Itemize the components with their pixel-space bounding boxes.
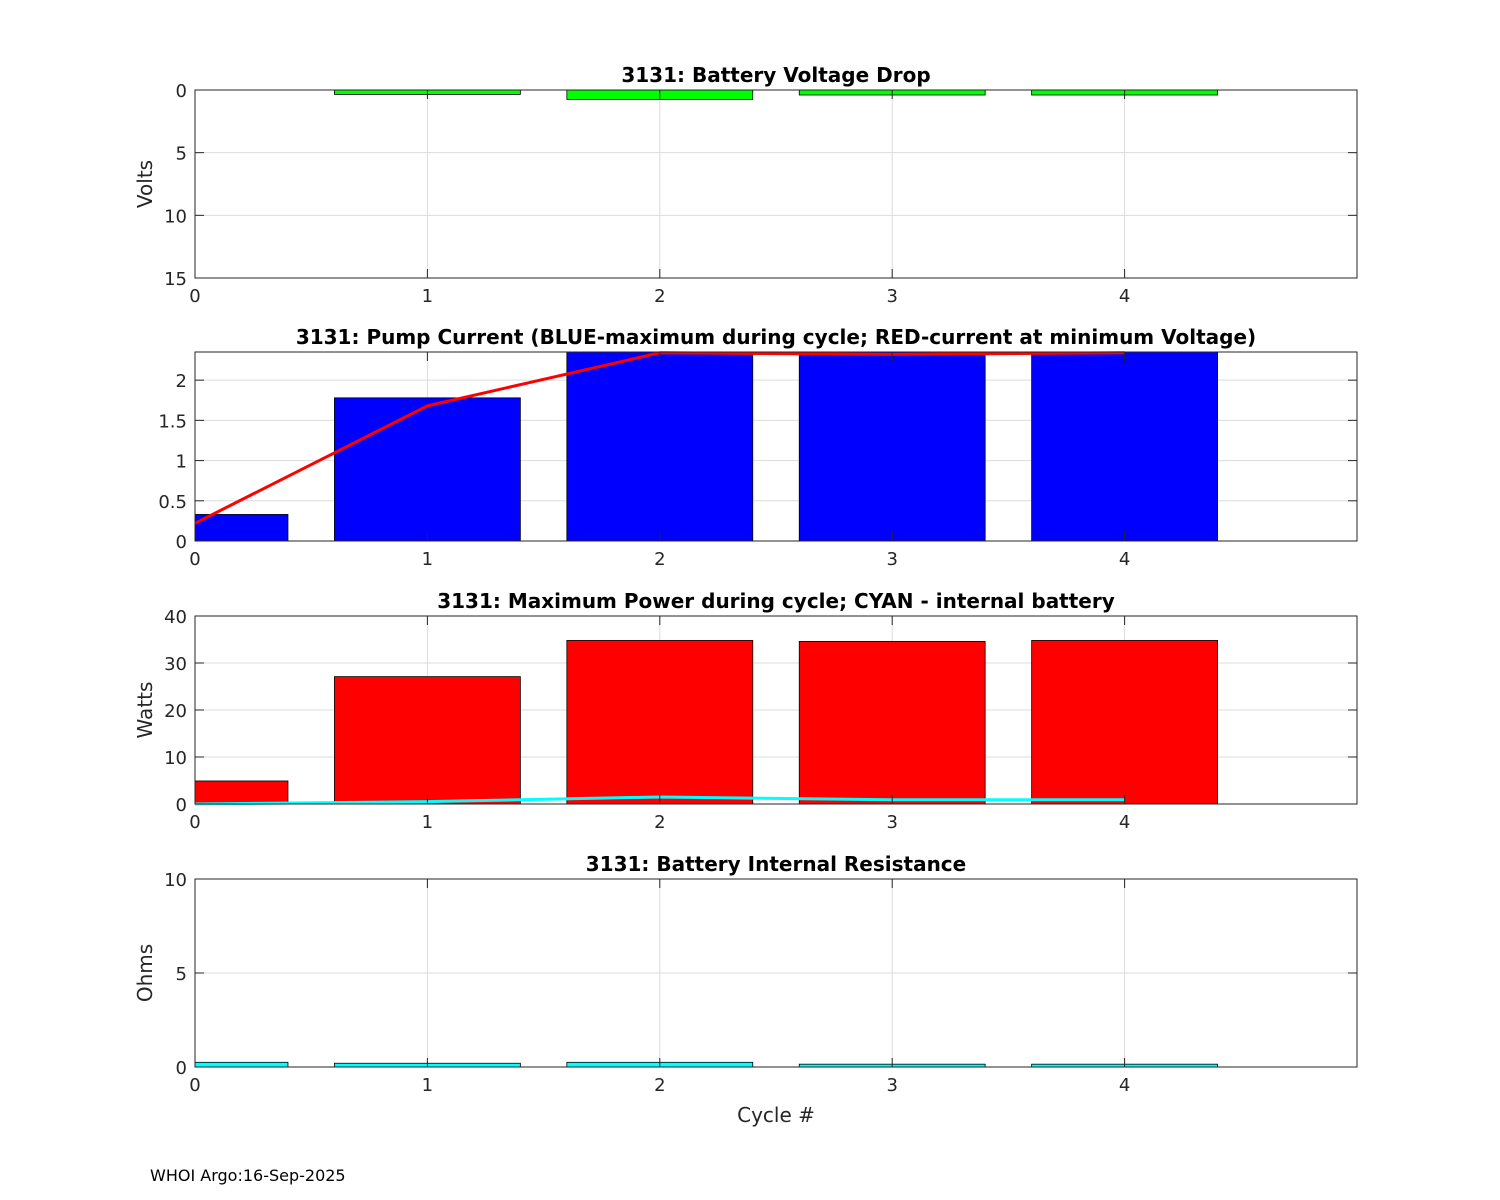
x-tick-label: 2: [654, 1075, 665, 1096]
x-tick-label: 1: [422, 549, 433, 570]
y-tick-label: 10: [164, 748, 187, 769]
x-tick-label: 1: [422, 286, 433, 307]
y-tick-label: 5: [176, 144, 187, 165]
y-axis-label: Volts: [133, 160, 157, 208]
bar-cycle-0: [194, 1061, 289, 1068]
bar-cycle-4: [1031, 351, 1218, 542]
axes-box: [194, 89, 1358, 279]
x-tick-label: 3: [886, 286, 897, 307]
bar-cycle-1: [334, 397, 521, 542]
chart-title: 3131: Pump Current (BLUE-maximum during …: [296, 325, 1256, 349]
x-tick-label: 3: [886, 812, 897, 833]
chart-panel-1: 0 1 2 3 4 0 5 10 15 3131: Battery Voltage Drop Vol…: [133, 63, 1358, 307]
chart-title: 3131: Battery Voltage Drop: [621, 63, 930, 87]
bar-cycle-0: [194, 780, 289, 805]
x-tick-label: 2: [654, 812, 665, 833]
y-tick-label: 0: [176, 81, 187, 102]
y-tick-label: 2: [176, 371, 187, 392]
y-tick-label: 30: [164, 654, 187, 675]
chart-panel-2: 0 1 2 3 4 0 0.5 1 1.5 2 3131: Pump Current (BLUE-m…: [158, 325, 1358, 570]
chart-title: 3131: Maximum Power during cycle; CYAN -…: [437, 589, 1115, 613]
y-tick-label: 0.5: [158, 492, 187, 513]
x-tick-label: 3: [886, 1075, 897, 1096]
x-tick-label: 0: [189, 549, 200, 570]
x-axis-label: Cycle #: [737, 1103, 815, 1127]
x-tick-label: 0: [189, 286, 200, 307]
bar-cycle-3: [798, 640, 986, 805]
y-tick-label: 10: [164, 206, 187, 227]
x-tick-label: 0: [189, 812, 200, 833]
x-tick-label: 3: [886, 549, 897, 570]
chart-title: 3131: Battery Internal Resistance: [586, 852, 966, 876]
footer-stamp: WHOI Argo:16-Sep-2025: [150, 1166, 346, 1185]
plot-area: [195, 90, 1357, 278]
y-tick-label: 1.5: [158, 411, 187, 432]
y-tick-label: 40: [164, 607, 187, 628]
x-tick-label: 2: [654, 286, 665, 307]
bar-cycle-1: [334, 676, 521, 805]
x-tick-label: 0: [189, 1075, 200, 1096]
x-tick-label: 4: [1119, 812, 1130, 833]
y-tick-label: 0: [176, 1058, 187, 1079]
axes-box: [194, 351, 1358, 542]
y-tick-label: 0: [176, 795, 187, 816]
y-tick-label: 15: [164, 269, 187, 290]
y-tick-label: 20: [164, 701, 187, 722]
y-tick-label: 0: [176, 532, 187, 553]
y-axis-label: Ohms: [133, 944, 157, 1002]
x-tick-label: 4: [1119, 549, 1130, 570]
bar-cycle-2: [566, 351, 754, 542]
x-tick-label: 4: [1119, 286, 1130, 307]
x-tick-label: 2: [654, 549, 665, 570]
x-tick-label: 1: [422, 812, 433, 833]
x-tick-label: 1: [422, 1075, 433, 1096]
x-tick-label: 4: [1119, 1075, 1130, 1096]
y-tick-label: 10: [164, 870, 187, 891]
bar-cycle-3: [798, 351, 986, 542]
bar-cycle-0: [194, 514, 289, 542]
y-tick-label: 1: [176, 452, 187, 473]
bar-cycle-2: [566, 640, 754, 805]
y-tick-label: 5: [176, 964, 187, 985]
bar-cycle-4: [1031, 640, 1218, 805]
y-axis-label: Watts: [133, 682, 157, 739]
chart-panel-4: 0 1 2 3 4 0 5 10 3131: Battery Internal Resistan…: [133, 852, 1358, 1127]
